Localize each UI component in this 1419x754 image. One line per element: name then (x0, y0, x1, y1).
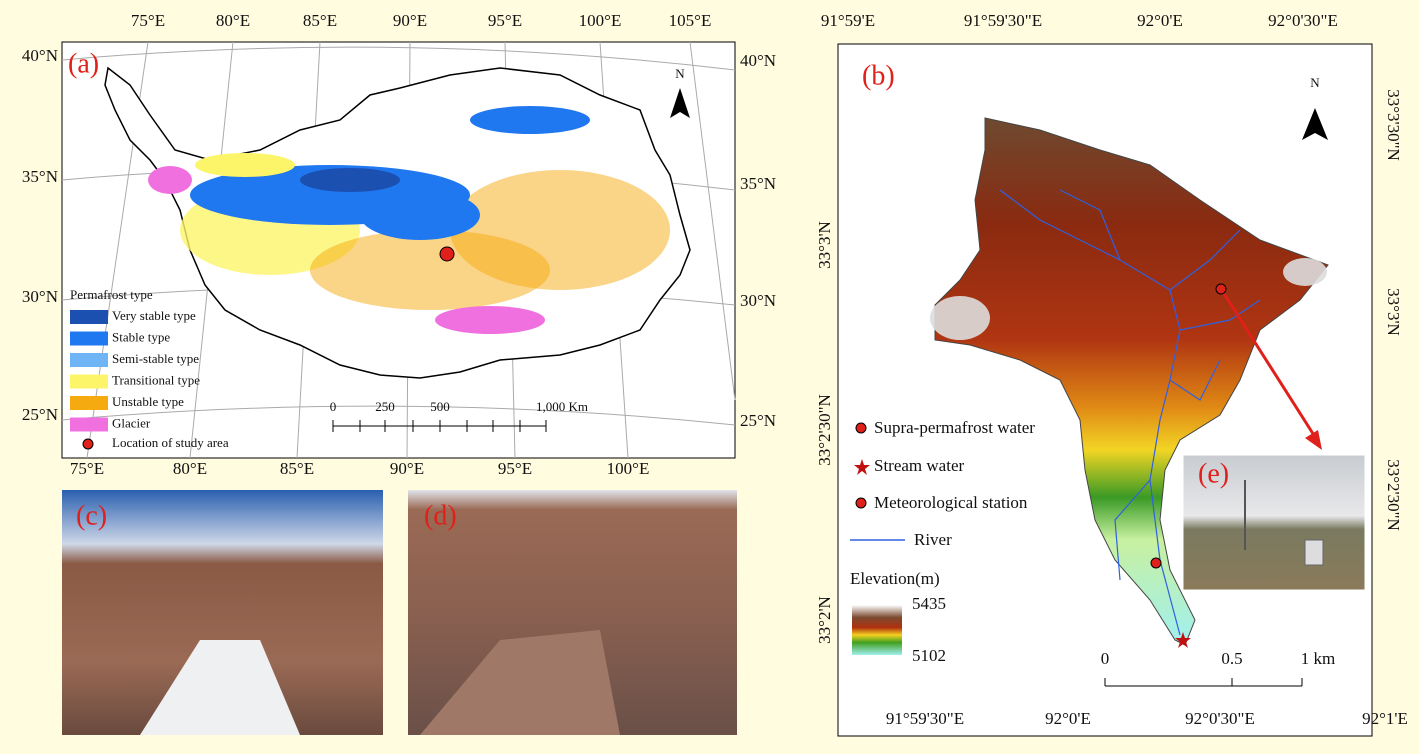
lat-label: 33°3'N (1384, 288, 1403, 336)
photo-d-stream (420, 630, 620, 735)
panel-label: (a) (68, 48, 99, 79)
panel-label: (b) (862, 60, 895, 91)
north-arrow (1302, 108, 1328, 140)
legend-swatch (70, 353, 108, 367)
legend-label: 5102 (912, 646, 946, 665)
lon-label: 95°E (498, 459, 532, 478)
scale-label: 0 (1101, 649, 1110, 668)
watershed-shading (930, 296, 990, 340)
lat-label: 33°2'30"N (1384, 459, 1403, 531)
legend-label: Unstable type (112, 394, 184, 409)
legend-label: Semi-stable type (112, 351, 199, 366)
lat-label: 33°3'N (815, 221, 834, 269)
callout-arrow (1219, 288, 1319, 441)
legend-swatch (70, 374, 108, 389)
legend-label: Stream water (874, 456, 964, 475)
lon-label: 80°E (173, 459, 207, 478)
watershed-shading (1283, 258, 1327, 286)
lon-label: 91°59'E (821, 11, 875, 30)
north-label: N (675, 66, 685, 81)
lat-label: 33°2'N (815, 596, 834, 644)
lat-label: 25°N (740, 411, 776, 430)
scale-label: 1,000 Km (536, 399, 588, 414)
legend-symbol (82, 438, 94, 450)
stream-water-marker (1175, 632, 1191, 648)
scale-label: 500 (430, 399, 450, 414)
legend-symbol (854, 459, 870, 475)
lon-label: 85°E (303, 11, 337, 30)
north-label: N (1310, 75, 1320, 90)
lon-label: 100°E (579, 11, 622, 30)
lon-label: 95°E (488, 11, 522, 30)
lon-label: 75°E (131, 11, 165, 30)
lon-label: 105°E (669, 11, 712, 30)
legend-title: Elevation(m) (850, 569, 940, 588)
photo-c-ice (140, 640, 300, 735)
lon-label: 92°1'E (1362, 709, 1408, 728)
legend-swatch (70, 396, 108, 410)
lat-label: 30°N (740, 291, 776, 310)
photo-e (1182, 454, 1366, 591)
lon-label: 91°59'30"E (886, 709, 964, 728)
lat-label: 30°N (22, 287, 58, 306)
permafrost-patches (148, 106, 670, 334)
lon-label: 92°0'30"E (1185, 709, 1255, 728)
legend-label: Glacier (112, 415, 151, 430)
lon-label: 85°E (280, 459, 314, 478)
lat-label: 40°N (740, 51, 776, 70)
legend-label: Meteorological station (874, 493, 1028, 512)
study-area-marker (439, 246, 455, 262)
legend-label: Location of study area (112, 435, 229, 450)
supra-water-marker (1150, 557, 1162, 569)
legend-title: Permafrost type (70, 287, 153, 302)
river (999, 189, 1261, 636)
panel-label: (e) (1198, 458, 1229, 489)
scale-label: 0.5 (1221, 649, 1242, 668)
legend-label: Very stable type (112, 308, 196, 323)
lat-label: 33°3'30"N (1384, 89, 1403, 161)
lat-label: 35°N (740, 174, 776, 193)
legend-symbol (855, 497, 867, 509)
panel-label: (d) (424, 500, 457, 531)
lon-label: 90°E (393, 11, 427, 30)
lon-label: 92°0'E (1045, 709, 1091, 728)
legend-swatch (70, 417, 108, 432)
legend-label: Transitional type (112, 372, 200, 387)
lon-label: 92°0'E (1137, 11, 1183, 30)
legend-label: Stable type (112, 329, 170, 344)
scale-label: 0 (330, 399, 337, 414)
legend-swatch (70, 331, 108, 346)
lat-label: 33°2'30"N (815, 394, 834, 466)
lon-label: 90°E (390, 459, 424, 478)
met-station-marker (1215, 283, 1227, 295)
scale-label: 1 km (1301, 649, 1335, 668)
legend-swatch (70, 310, 108, 324)
lon-label: 75°E (70, 459, 104, 478)
elevation-ramp (852, 605, 902, 655)
legend-symbol (855, 422, 867, 434)
legend-label: Supra-permafrost water (874, 418, 1035, 437)
lon-label: 92°0'30"E (1268, 11, 1338, 30)
scale-label: 250 (375, 399, 395, 414)
lon-label: 80°E (216, 11, 250, 30)
lat-label: 35°N (22, 167, 58, 186)
lon-label: 100°E (607, 459, 650, 478)
lat-label: 40°N (22, 46, 58, 65)
north-arrow (670, 88, 690, 118)
panel-label: (c) (76, 500, 107, 531)
lon-label: 91°59'30"E (964, 11, 1042, 30)
legend-label: River (914, 530, 952, 549)
lat-label: 25°N (22, 405, 58, 424)
legend-label: 5435 (912, 594, 946, 613)
callout-arrowhead (1305, 430, 1322, 450)
